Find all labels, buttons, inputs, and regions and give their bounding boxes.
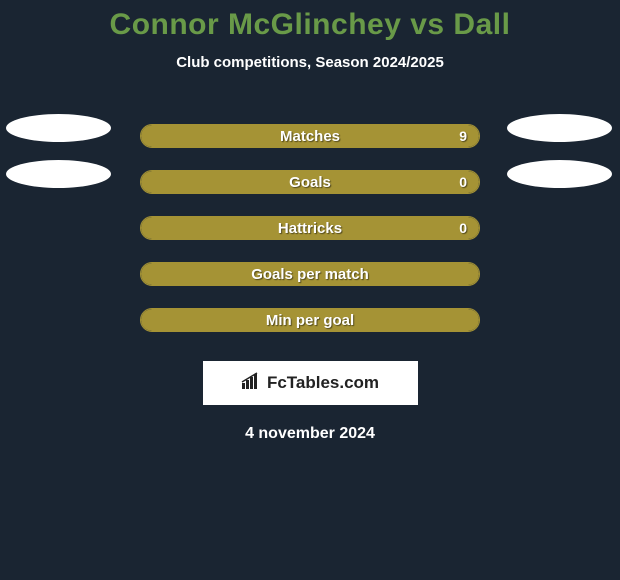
player-badge-left [6, 114, 111, 142]
stat-row: Goals 0 [0, 159, 620, 205]
stat-label: Matches [280, 128, 340, 145]
stat-area: Matches 9 Goals 0 Hattricks 0 Goals per match M… [0, 113, 620, 343]
date-text: 4 november 2024 [0, 425, 620, 443]
stat-bar: Hattricks 0 [140, 216, 480, 240]
stat-row: Min per goal [0, 297, 620, 343]
stat-label: Goals [289, 174, 331, 191]
chart-icon [241, 372, 263, 395]
stat-label: Hattricks [278, 220, 342, 237]
stat-bar: Matches 9 [140, 124, 480, 148]
stat-label: Min per goal [266, 312, 354, 329]
stat-value: 0 [459, 220, 467, 236]
stat-value: 9 [459, 128, 467, 144]
logo-text: FcTables.com [267, 373, 379, 393]
player-badge-right [507, 114, 612, 142]
subtitle: Club competitions, Season 2024/2025 [0, 54, 620, 71]
stat-value: 0 [459, 174, 467, 190]
stat-bar: Goals per match [140, 262, 480, 286]
comparison-card: Connor McGlinchey vs Dall Club competiti… [0, 0, 620, 443]
player-badge-left [6, 160, 111, 188]
stat-row: Hattricks 0 [0, 205, 620, 251]
stat-row: Goals per match [0, 251, 620, 297]
stat-label: Goals per match [251, 266, 369, 283]
stat-bar: Goals 0 [140, 170, 480, 194]
stat-bar: Min per goal [140, 308, 480, 332]
player-badge-right [507, 160, 612, 188]
page-title: Connor McGlinchey vs Dall [0, 8, 620, 42]
stat-row: Matches 9 [0, 113, 620, 159]
logo-box[interactable]: FcTables.com [203, 361, 418, 405]
